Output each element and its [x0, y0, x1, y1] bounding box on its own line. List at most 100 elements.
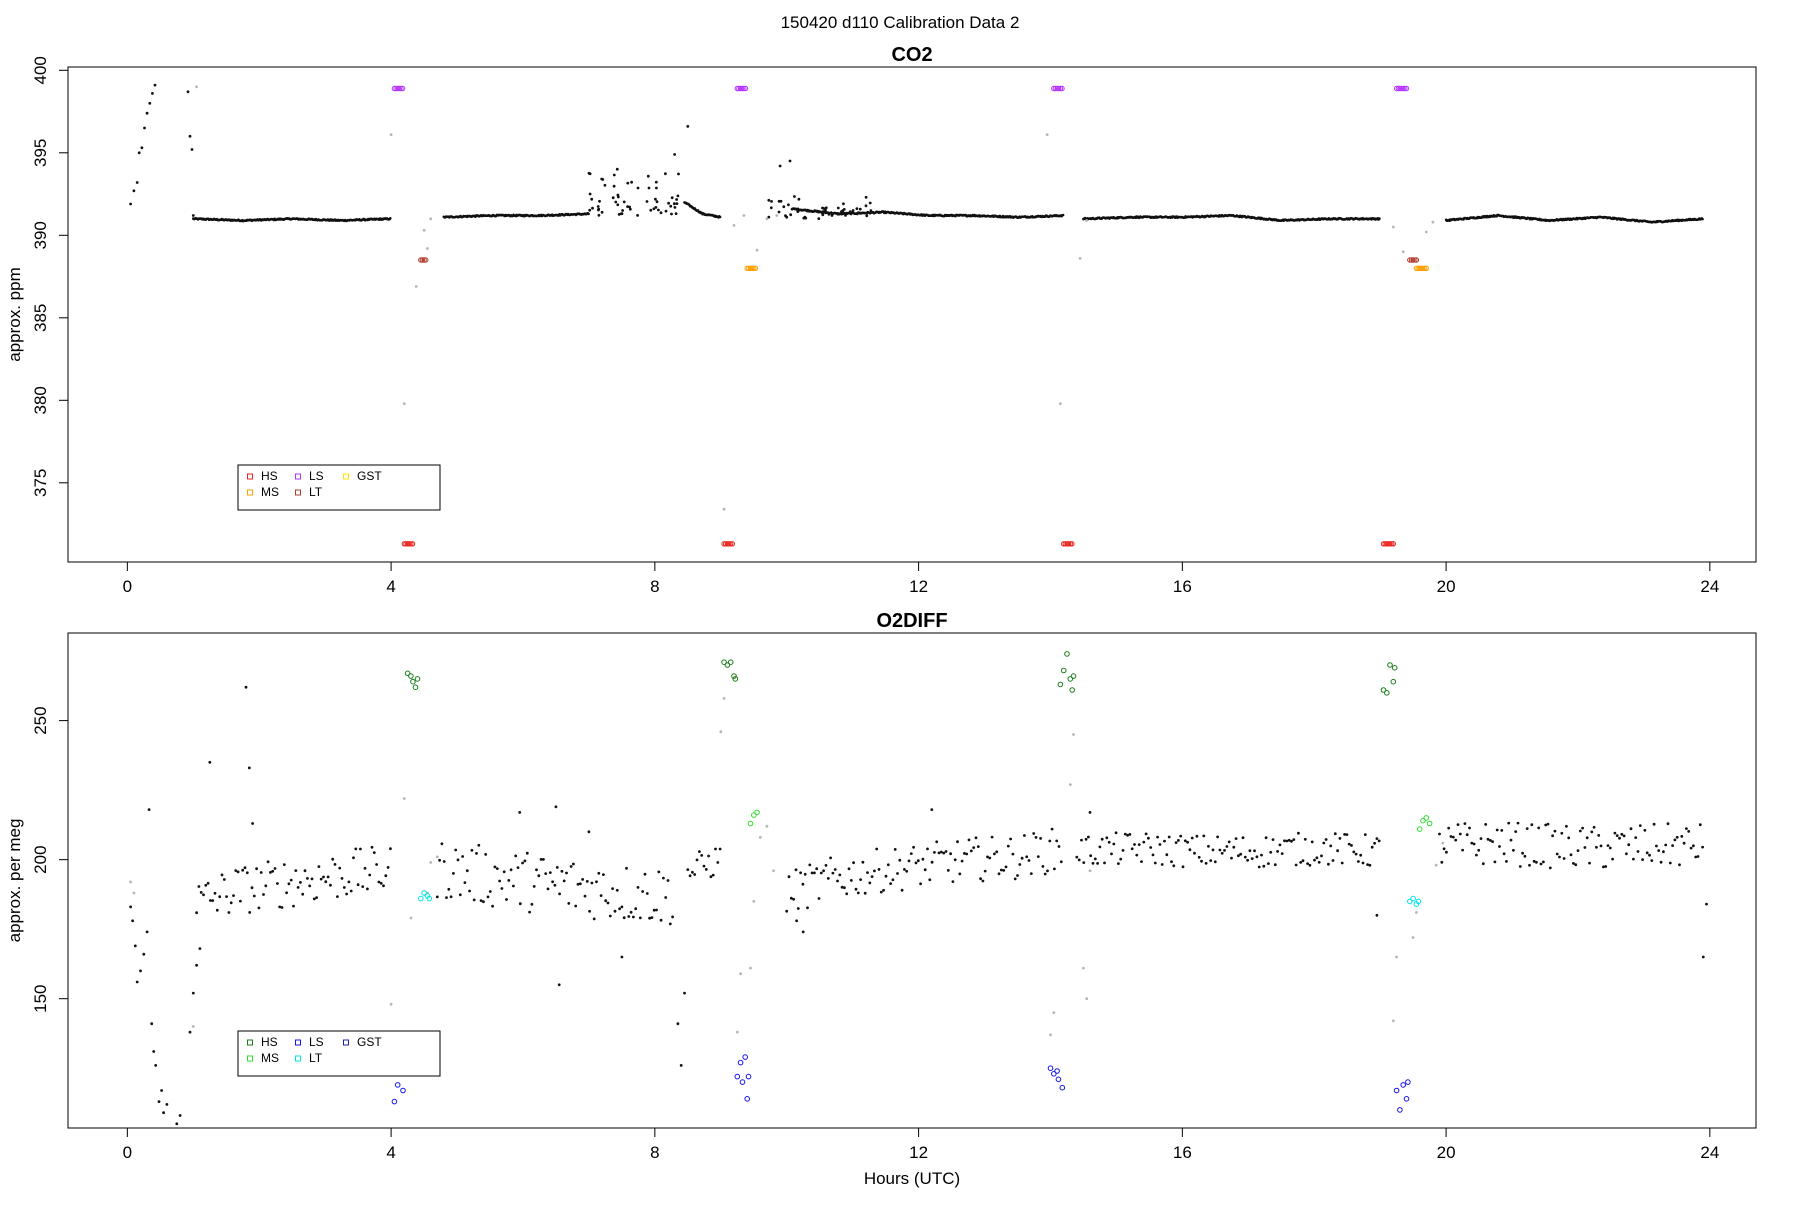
legend-swatch — [343, 1039, 349, 1046]
data-point — [285, 891, 288, 895]
y-tick-label: 250 — [31, 706, 50, 734]
data-point — [372, 851, 376, 854]
data-point — [1673, 838, 1677, 842]
data-point — [1345, 833, 1349, 836]
data-point — [1048, 839, 1052, 843]
data-point — [1701, 217, 1704, 221]
calibration-point — [398, 85, 404, 92]
data-point — [830, 214, 834, 217]
data-point — [1002, 869, 1006, 872]
data-point — [1213, 860, 1217, 864]
calibration-point — [409, 541, 416, 547]
data-point — [824, 864, 828, 867]
legend-label: HS — [261, 469, 278, 483]
legend-swatch — [247, 473, 253, 480]
data-point — [1648, 853, 1651, 857]
data-point — [1181, 865, 1185, 869]
data-point — [1486, 837, 1490, 841]
data-point — [963, 852, 966, 855]
data-point — [1262, 864, 1266, 868]
data-point — [1220, 851, 1224, 855]
data-point — [928, 878, 932, 882]
calibration-point — [754, 809, 760, 816]
o2diff-panel: O2DIFF 0 4 8 12 16 20 24 150 200 250 approx. per me… — [5, 610, 1757, 1188]
data-point — [546, 887, 550, 891]
calibration-point — [1057, 681, 1064, 688]
data-point — [1514, 830, 1518, 833]
data-point — [673, 206, 677, 209]
data-point — [782, 205, 786, 209]
data-point — [838, 873, 842, 877]
calibration-point — [1067, 541, 1074, 547]
data-point — [262, 893, 265, 896]
data-point — [848, 210, 852, 214]
data-point — [1687, 830, 1691, 833]
data-point — [787, 203, 790, 207]
data-point — [1165, 853, 1169, 857]
calibration-point — [1410, 895, 1416, 902]
data-point — [891, 878, 895, 882]
data-point — [1329, 844, 1333, 848]
legend-swatch — [295, 473, 301, 480]
x-tick-label: 8 — [650, 577, 659, 596]
transition-point — [435, 855, 439, 859]
data-point — [1147, 836, 1150, 840]
data-point — [215, 908, 219, 912]
data-point — [716, 861, 720, 864]
data-point — [1659, 860, 1663, 864]
calibration-point — [1393, 1087, 1400, 1094]
transition-point — [1068, 783, 1072, 786]
transition-point — [755, 248, 759, 252]
data-point — [1481, 862, 1485, 866]
data-point — [195, 963, 199, 967]
data-point — [147, 808, 151, 811]
calibration-point — [1410, 257, 1416, 263]
data-point — [1290, 839, 1293, 843]
data-point — [822, 207, 826, 210]
data-point — [1542, 860, 1545, 864]
data-point — [905, 869, 909, 873]
data-point — [797, 197, 801, 201]
data-point — [1294, 863, 1298, 867]
transition-point — [1088, 869, 1092, 873]
legend-label: MS — [261, 485, 279, 499]
data-point — [1528, 863, 1531, 867]
data-point — [939, 850, 943, 854]
calibration-point — [404, 670, 411, 677]
data-point — [225, 895, 229, 898]
data-point — [951, 880, 955, 883]
y-tick-label: 400 — [31, 56, 50, 84]
data-point — [979, 877, 982, 881]
x-tick-label: 0 — [123, 1143, 132, 1162]
calibration-point — [403, 541, 409, 547]
data-point — [1618, 836, 1621, 840]
x-tick-label: 20 — [1437, 577, 1456, 596]
data-point — [301, 892, 305, 896]
data-point — [1354, 852, 1358, 856]
data-point — [1599, 844, 1603, 848]
calibration-point — [736, 85, 742, 92]
data-point — [1664, 843, 1668, 847]
data-point — [142, 952, 146, 956]
calibration-point — [1387, 541, 1393, 547]
calibration-point — [1064, 651, 1070, 657]
data-point — [1142, 840, 1146, 844]
x-tick-label: 16 — [1173, 1143, 1192, 1162]
data-point — [655, 186, 658, 190]
data-point — [842, 208, 846, 211]
data-point — [921, 857, 925, 861]
data-point — [1558, 855, 1561, 859]
data-point — [1595, 845, 1598, 849]
data-point — [824, 206, 828, 210]
data-point — [597, 871, 601, 875]
transition-point — [1441, 841, 1445, 845]
data-point — [445, 896, 448, 899]
data-point — [628, 207, 632, 211]
data-point — [289, 878, 293, 882]
data-point — [1495, 828, 1499, 832]
panel-title: O2DIFF — [876, 610, 947, 632]
data-point — [143, 126, 146, 130]
data-point — [1705, 902, 1708, 906]
data-point — [643, 872, 647, 876]
calibration-point — [412, 684, 419, 691]
